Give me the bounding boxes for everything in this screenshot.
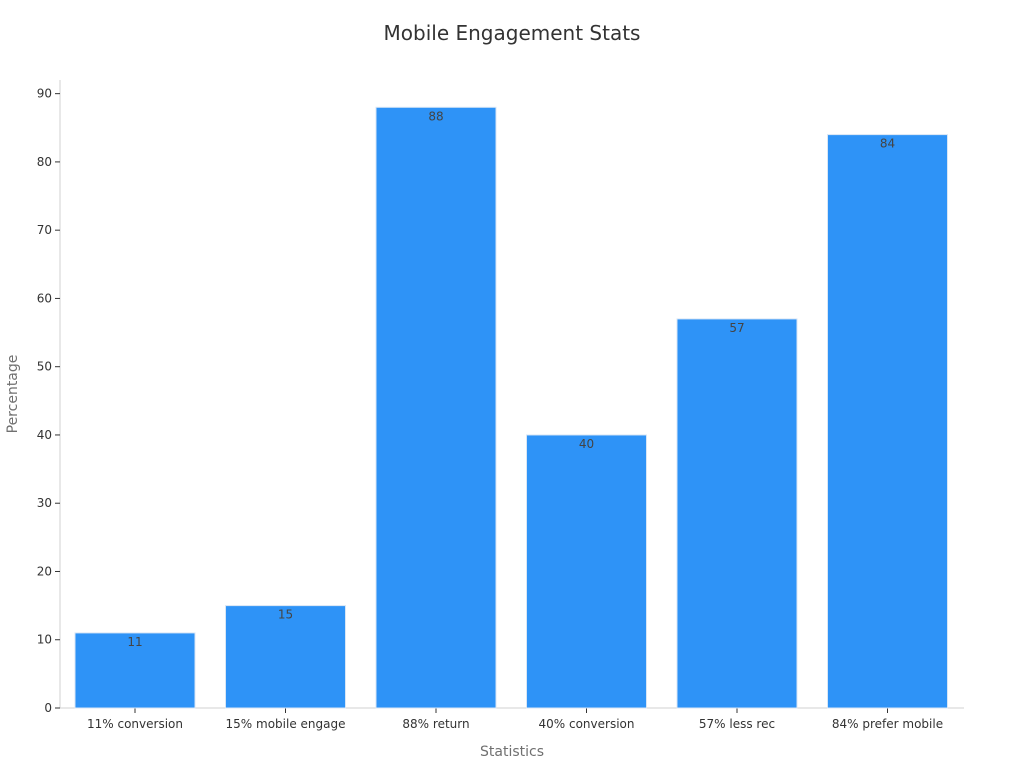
bar-value-label: 40	[579, 437, 594, 451]
bar	[526, 434, 647, 709]
bar	[225, 605, 346, 709]
y-tick-label: 60	[37, 291, 52, 305]
x-tick-label: 11% conversion	[87, 717, 183, 731]
axes: 0 10 20 30 40 50 60 70 80 90 11% conversion 15% mob…	[37, 80, 964, 731]
bar-value-label: 11	[127, 635, 142, 649]
y-tick-label: 30	[37, 496, 52, 510]
bars	[74, 106, 948, 709]
x-tick-label: 15% mobile engage	[226, 717, 346, 731]
y-tick-label: 90	[37, 87, 52, 101]
chart-title: Mobile Engagement Stats	[384, 21, 641, 45]
y-tick-label: 20	[37, 564, 52, 578]
bar-value-label: 88	[428, 109, 443, 123]
y-tick-label: 0	[44, 701, 52, 715]
y-tick-label: 80	[37, 155, 52, 169]
bar-value-label: 57	[729, 321, 744, 335]
bar	[375, 106, 497, 709]
x-tick-label: 88% return	[402, 717, 469, 731]
bar	[74, 632, 196, 709]
y-tick-label: 10	[37, 633, 52, 647]
x-axis-title: Statistics	[480, 744, 544, 760]
bar	[827, 134, 948, 709]
y-tick-label: 50	[37, 360, 52, 374]
bar-value-label: 84	[880, 137, 895, 151]
y-tick-label: 70	[37, 223, 52, 237]
x-tick-label: 84% prefer mobile	[832, 717, 943, 731]
bar-value-label: 15	[278, 608, 293, 622]
y-axis-title: Percentage	[5, 355, 21, 434]
x-tick-label: 40% conversion	[539, 717, 635, 731]
data-labels: 11 15 88 40 57 84	[127, 109, 895, 649]
bar	[676, 318, 798, 709]
x-tick-label: 57% less rec	[699, 717, 775, 731]
y-tick-label: 40	[37, 428, 52, 442]
